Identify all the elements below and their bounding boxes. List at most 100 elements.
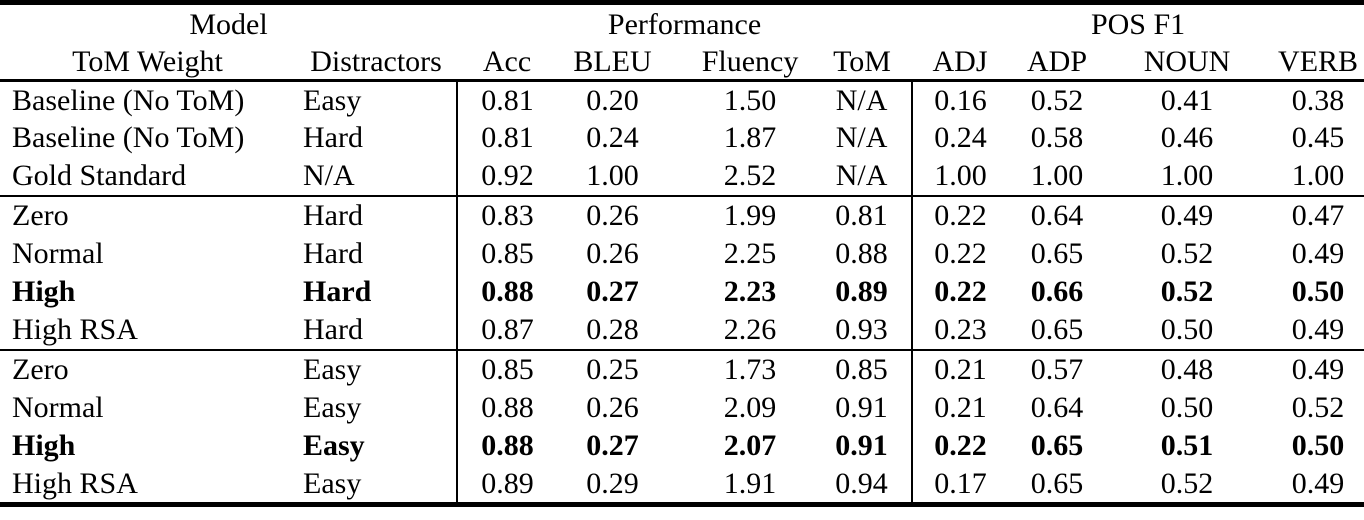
cell-adp: 0.66 [1030,275,1084,309]
cell-verb: 1.00 [1291,159,1345,193]
cell-adj: 0.17 [911,465,1009,504]
cell-distractors: Hard [303,236,363,270]
cell-tom: 0.81 [835,198,888,232]
cell-acc: 0.85 [456,234,558,273]
cell-tom: 0.89 [835,275,888,309]
cell-bleu: 0.26 [586,198,639,232]
table-row: Zero Hard 0.83 0.26 1.99 0.81 0.22 0.64 0.49 0.47 [0,196,1364,235]
cell-noun: 0.46 [1160,121,1214,155]
column-header-tom-weight: ToM Weight [72,44,223,78]
cell-fluency: 1.50 [723,83,777,117]
cell-acc: 0.85 [456,350,558,389]
cell-noun: 0.49 [1160,198,1214,232]
cell-distractors: Easy [303,466,362,500]
table-row: High RSA Easy 0.89 0.29 1.91 0.94 0.17 0.65 0.52… [0,465,1364,504]
cell-adj: 0.16 [911,80,1009,119]
cell-verb: 0.49 [1291,236,1345,270]
cell-fluency: 2.25 [723,236,777,270]
cell-tom-weight: Baseline (No ToM) [12,121,245,155]
cell-adp: 0.57 [1030,352,1084,386]
table-row: Zero Easy 0.85 0.25 1.73 0.85 0.21 0.57 0.48 0.49 [0,350,1364,389]
cell-verb: 0.50 [1291,429,1345,463]
results-table: Model Performance POS F1 ToM Weight Distrac… [0,0,1364,507]
cell-adp: 0.58 [1030,121,1084,155]
cell-noun: 0.51 [1160,429,1214,463]
cell-distractors: Easy [303,352,362,386]
table-row: Normal Hard 0.85 0.26 2.25 0.88 0.22 0.65 0.52 0.… [0,234,1364,273]
table-row: High RSA Hard 0.87 0.28 2.26 0.93 0.23 0.65 0.50… [0,311,1364,350]
header-group-row: Model Performance POS F1 [0,3,1364,45]
cell-adj: 0.21 [911,350,1009,389]
column-header-bleu: BLEU [573,44,652,78]
cell-adj: 0.22 [911,234,1009,273]
cell-noun: 0.52 [1160,236,1214,270]
cell-tom-weight: High RSA [12,313,138,347]
cell-verb: 0.50 [1291,275,1345,309]
cell-noun: 0.52 [1160,466,1214,500]
cell-adj: 0.23 [911,311,1009,350]
cell-tom: 0.85 [835,352,888,386]
cell-fluency: 2.07 [723,429,777,463]
cell-distractors: Hard [303,313,363,347]
cell-adp: 0.65 [1030,313,1084,347]
cell-adj: 0.22 [911,196,1009,235]
cell-noun: 0.48 [1160,352,1214,386]
cell-tom-weight: Zero [12,352,69,386]
table-row: Gold Standard N/A 0.92 1.00 2.52 N/A 1.00 1.00 1… [0,157,1364,196]
cell-tom: N/A [835,159,888,193]
cell-verb: 0.49 [1291,466,1345,500]
cell-tom: N/A [835,121,888,155]
cell-verb: 0.45 [1291,121,1345,155]
cell-tom: 0.94 [835,466,888,500]
cell-noun: 0.50 [1160,390,1214,424]
cell-verb: 0.49 [1291,352,1345,386]
table-header: Model Performance POS F1 ToM Weight Distrac… [0,3,1364,81]
table-row: Baseline (No ToM) Easy 0.81 0.20 1.50 N/A 0.16… [0,80,1364,119]
table-section-0: Baseline (No ToM) Easy 0.81 0.20 1.50 N/A 0.16… [0,80,1364,196]
table-row: Normal Easy 0.88 0.26 2.09 0.91 0.21 0.64 0.50 0.… [0,388,1364,427]
cell-tom-weight: High [12,275,76,309]
cell-distractors: N/A [303,159,355,193]
table-section-1: Zero Hard 0.83 0.26 1.99 0.81 0.22 0.64 0.49 0.47… [0,196,1364,350]
cell-fluency: 1.87 [723,121,777,155]
cell-noun: 1.00 [1160,159,1214,193]
group-header-pos-f1: POS F1 [1090,7,1186,41]
cell-tom: 0.91 [835,429,888,463]
cell-bleu: 0.29 [586,466,639,500]
column-header-fluency: Fluency [701,44,799,78]
cell-verb: 0.49 [1291,313,1345,347]
cell-bleu: 0.26 [586,236,639,270]
cell-acc: 0.87 [456,311,558,350]
cell-adj: 0.21 [911,388,1009,427]
cell-bleu: 0.27 [586,429,639,463]
cell-adp: 0.65 [1030,236,1084,270]
cell-acc: 0.92 [456,157,558,196]
cell-acc: 0.89 [456,465,558,504]
cell-adp: 0.65 [1030,429,1084,463]
cell-noun: 0.52 [1160,275,1214,309]
cell-distractors: Hard [303,275,372,309]
cell-tom-weight: Zero [12,198,69,232]
cell-verb: 0.38 [1291,83,1345,117]
cell-bleu: 0.25 [586,352,639,386]
column-header-acc: Acc [482,44,532,78]
cell-distractors: Easy [303,83,362,117]
cell-noun: 0.41 [1160,83,1214,117]
cell-fluency: 2.52 [723,159,777,193]
column-header-verb: VERB [1278,44,1359,78]
column-header-adj: ADJ [932,44,988,78]
cell-bleu: 0.24 [586,121,639,155]
cell-distractors: Easy [303,429,365,463]
column-header-distractors: Distractors [310,44,442,78]
cell-verb: 0.52 [1291,390,1345,424]
cell-acc: 0.88 [456,388,558,427]
cell-adp: 1.00 [1030,159,1084,193]
cell-acc: 0.88 [456,427,558,466]
cell-acc: 0.83 [456,196,558,235]
table-row: Baseline (No ToM) Hard 0.81 0.24 1.87 N/A 0.24… [0,119,1364,158]
cell-tom-weight: Normal [12,236,104,270]
cell-tom: 0.91 [835,390,888,424]
table-row: High Easy 0.88 0.27 2.07 0.91 0.22 0.65 0.51 0.50 [0,427,1364,466]
cell-fluency: 2.23 [723,275,777,309]
cell-tom: 0.93 [835,313,888,347]
